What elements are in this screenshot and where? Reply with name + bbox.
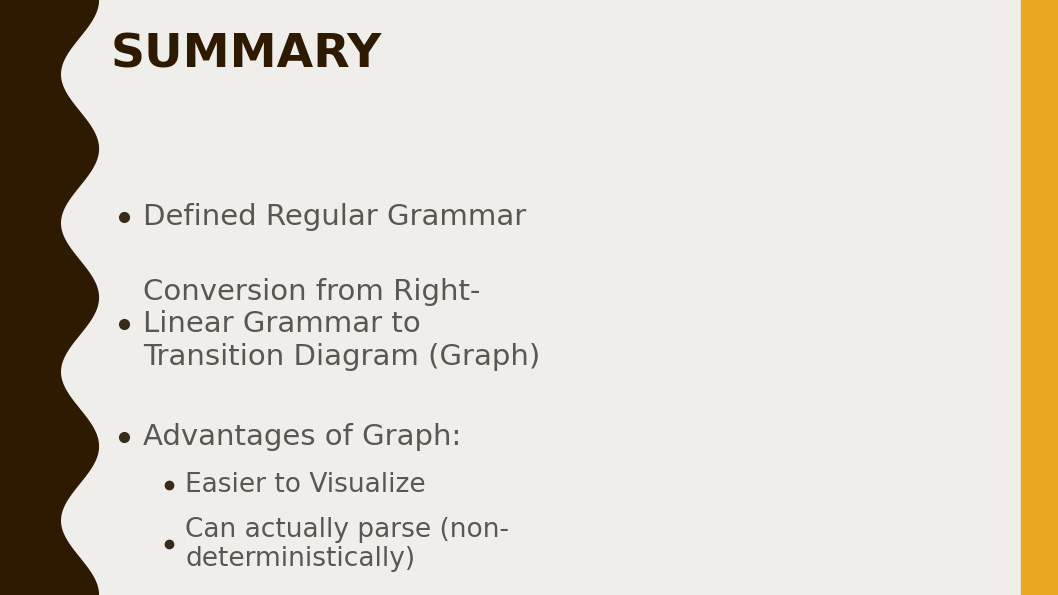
Text: Easier to Visualize: Easier to Visualize bbox=[185, 472, 425, 498]
Text: Transition Diagram (Graph): Transition Diagram (Graph) bbox=[143, 343, 540, 371]
Text: SUMMARY: SUMMARY bbox=[111, 33, 382, 78]
Text: Linear Grammar to: Linear Grammar to bbox=[143, 310, 421, 339]
Text: Defined Regular Grammar: Defined Regular Grammar bbox=[143, 203, 526, 231]
Text: Can actually parse (non-: Can actually parse (non- bbox=[185, 516, 509, 543]
Text: deterministically): deterministically) bbox=[185, 546, 416, 572]
Text: Conversion from Right-: Conversion from Right- bbox=[143, 278, 480, 306]
Bar bbox=[1021, 0, 1058, 595]
Text: Advantages of Graph:: Advantages of Graph: bbox=[143, 423, 461, 452]
